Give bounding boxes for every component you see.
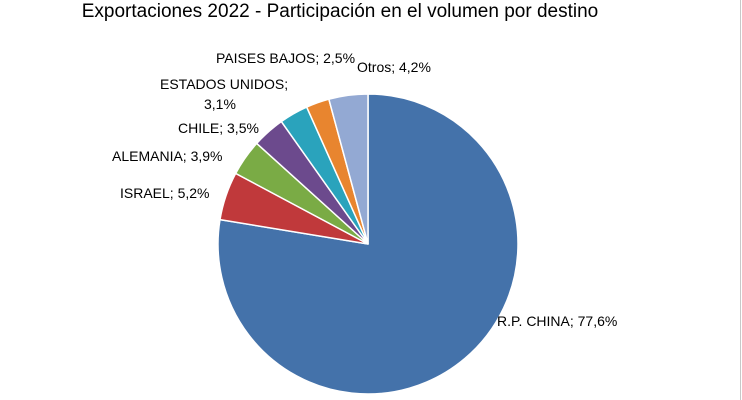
slice-label-otros: Otros; 4,2% [357, 59, 431, 75]
slice-label-paises-bajos: PAISES BAJOS; 2,5% [216, 50, 356, 66]
chart-title: Exportaciones 2022 - Participación en el… [81, 1, 599, 22]
slice-label-israel: ISRAEL; 5,2% [120, 185, 210, 201]
pie-slice-otros [327, 93, 369, 245]
slice-label-alemania: ALEMANIA; 3,9% [112, 148, 223, 164]
slice-label-chile: CHILE; 3,5% [178, 120, 259, 136]
slice-label-estados-unidos-value: 3,1% [204, 96, 236, 112]
slice-label-rp-china: R.P. CHINA; 77,6% [497, 313, 618, 329]
slice-label-estados-unidos: ESTADOS UNIDOS; [160, 76, 289, 92]
